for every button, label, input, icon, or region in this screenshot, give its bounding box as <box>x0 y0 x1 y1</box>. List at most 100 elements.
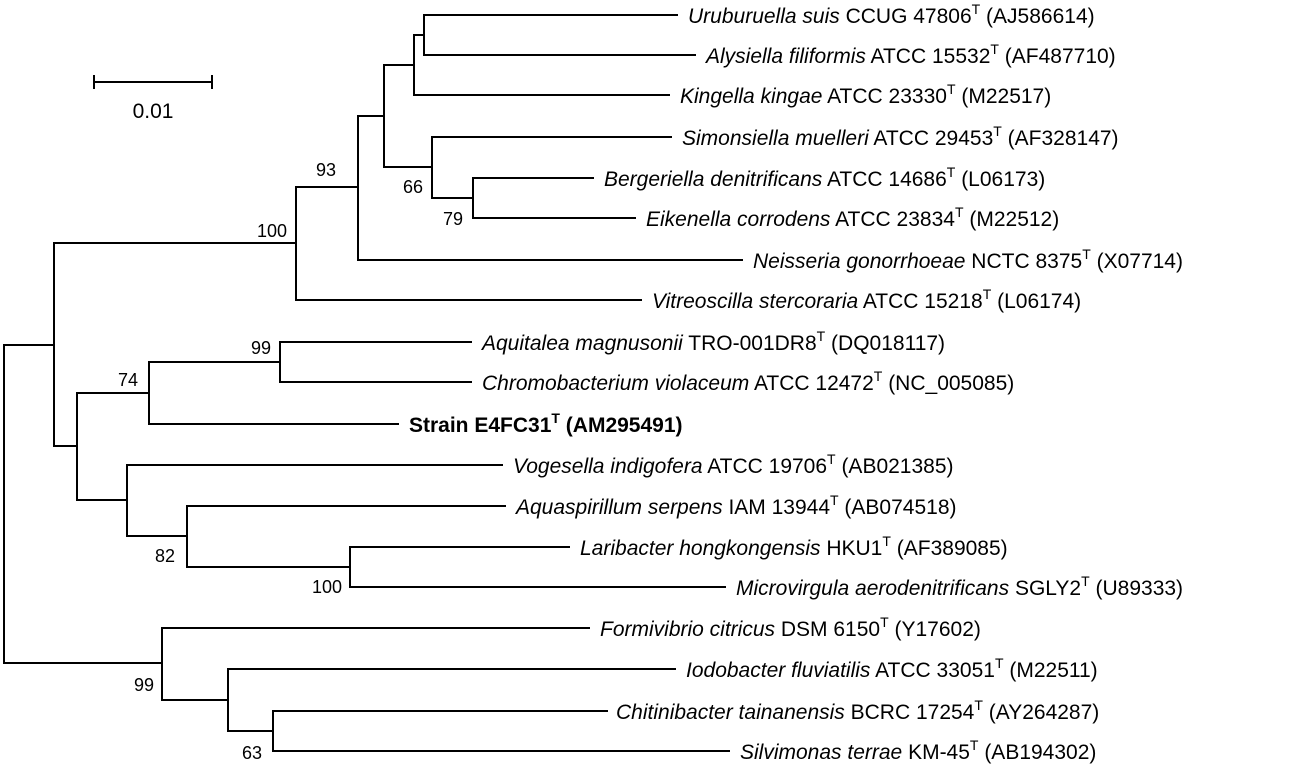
type-strain-mark: T <box>970 737 979 753</box>
type-strain-mark: T <box>983 286 992 302</box>
bootstrap-value: 74 <box>118 370 138 390</box>
bootstrap-value: 82 <box>155 546 175 566</box>
taxon-label: Vogesella indigofera ATCC 19706T (AB0213… <box>513 451 954 478</box>
taxon-accession: (AF389085) <box>891 537 1008 560</box>
taxon-strain: IAM 13944 <box>723 496 831 519</box>
type-strain-mark: T <box>880 614 889 630</box>
taxon-strain: KM-45 <box>902 741 970 764</box>
taxon-strain: ATCC 15532 <box>866 45 991 68</box>
tree-branches <box>3 14 743 752</box>
taxon-label: Alysiella filiformis ATCC 15532T (AF4877… <box>704 41 1116 68</box>
taxon-label: Simonsiella muelleri ATCC 29453T (AF3281… <box>682 123 1119 150</box>
taxon-strain: Strain E4FC31 <box>409 414 552 437</box>
taxon-accession: (DQ018117) <box>825 332 945 355</box>
taxon-species: Kingella kingae <box>680 85 822 108</box>
taxon-accession: (AY264287) <box>983 701 1099 724</box>
taxon-label: Kingella kingae ATCC 23330T (M22517) <box>680 81 1051 108</box>
taxon-accession: (L06173) <box>955 168 1045 191</box>
taxon-strain: ATCC 23330 <box>822 85 947 108</box>
taxon-species: Formivibrio citricus <box>600 618 776 641</box>
taxon-species: Chitinibacter tainanensis <box>616 701 845 724</box>
taxon-species: Aquitalea magnusonii <box>480 332 684 355</box>
taxon-strain: CCUG 47806 <box>840 5 972 28</box>
taxon-strain: BCRC 17254 <box>845 701 975 724</box>
taxon-accession: (M22511) <box>1004 659 1098 682</box>
taxon-label: Iodobacter fluviatilis ATCC 33051T (M225… <box>686 655 1098 682</box>
taxon-accession: (M22512) <box>964 208 1060 231</box>
taxon-label: Bergeriella denitrificans ATCC 14686T (L… <box>604 164 1045 191</box>
type-strain-mark: T <box>947 81 956 97</box>
taxon-accession: (AB021385) <box>836 455 954 478</box>
taxon-accession: (NC_005085) <box>882 372 1014 395</box>
taxon-accession: (U89333) <box>1090 577 1183 600</box>
taxon-label: Aquaspirillum serpens IAM 13944T (AB0745… <box>514 492 957 519</box>
taxon-species: Aquaspirillum serpens <box>514 496 723 519</box>
type-strain-mark: T <box>882 533 891 549</box>
taxon-species: Iodobacter fluviatilis <box>686 659 871 682</box>
scale-bar: 0.01 <box>93 75 213 123</box>
taxon-strain: ATCC 33051 <box>870 659 995 682</box>
taxon-species: Simonsiella muelleri <box>682 127 870 150</box>
taxon-label: Vitreoscilla stercoraria ATCC 15218T (L0… <box>652 286 1081 313</box>
taxon-labels: Uruburuella suis CCUG 47806T (AJ586614) … <box>409 1 1183 764</box>
type-strain-mark: T <box>817 328 826 344</box>
taxon-label: Aquitalea magnusonii TRO-001DR8T (DQ0181… <box>480 328 945 355</box>
taxon-label: Chitinibacter tainanensis BCRC 17254T (A… <box>616 697 1099 724</box>
taxon-species: Alysiella filiformis <box>704 45 866 68</box>
taxon-accession: (AB074518) <box>839 496 957 519</box>
taxon-label: Chromobacterium violaceum ATCC 12472T (N… <box>482 368 1014 395</box>
taxon-strain: ATCC 14686 <box>822 168 947 191</box>
type-strain-mark: T <box>551 410 560 426</box>
scale-bar-label: 0.01 <box>133 100 174 123</box>
taxon-accession: (M22517) <box>956 85 1052 108</box>
type-strain-mark: T <box>1082 246 1091 262</box>
taxon-label: Uruburuella suis CCUG 47806T (AJ586614) <box>688 1 1095 28</box>
taxon-accession: (AJ586614) <box>980 5 1094 28</box>
type-strain-mark: T <box>947 164 956 180</box>
taxon-accession: (L06174) <box>991 290 1081 313</box>
type-strain-mark: T <box>993 123 1002 139</box>
type-strain-mark: T <box>990 41 999 57</box>
taxon-strain: NCTC 8375 <box>965 250 1082 273</box>
taxon-species: Eikenella corrodens <box>646 208 831 231</box>
bootstrap-value: 66 <box>403 177 423 197</box>
taxon-species: Vitreoscilla stercoraria <box>652 290 858 313</box>
type-strain-mark: T <box>827 451 836 467</box>
taxon-label: Eikenella corrodens ATCC 23834T (M22512) <box>646 204 1059 231</box>
taxon-accession: (AF487710) <box>999 45 1116 68</box>
type-strain-mark: T <box>972 1 981 17</box>
bootstrap-value: 93 <box>316 160 336 180</box>
taxon-strain: HKU1 <box>821 537 883 560</box>
taxon-strain: DSM 6150 <box>775 618 880 641</box>
taxon-species: Chromobacterium violaceum <box>482 372 749 395</box>
taxon-label-new-strain: Strain E4FC31T (AM295491) <box>409 410 683 437</box>
taxon-strain: ATCC 23834 <box>830 208 955 231</box>
taxon-accession: (AM295491) <box>560 414 683 437</box>
bootstrap-value: 79 <box>443 209 463 229</box>
taxon-strain: SGLY2 <box>1009 577 1081 600</box>
type-strain-mark: T <box>830 492 839 508</box>
type-strain-mark: T <box>955 204 964 220</box>
bootstrap-value: 100 <box>312 577 342 597</box>
taxon-strain: ATCC 15218 <box>858 290 983 313</box>
taxon-label: Laribacter hongkongensis HKU1T (AF389085… <box>580 533 1008 560</box>
bootstrap-value: 100 <box>257 221 287 241</box>
taxon-label: Silvimonas terrae KM-45T (AB194302) <box>740 737 1096 764</box>
bootstrap-value: 99 <box>251 338 271 358</box>
taxon-label: Neisseria gonorrhoeae NCTC 8375T (X07714… <box>753 246 1183 273</box>
bootstrap-value: 63 <box>242 743 262 763</box>
taxon-accession: (X07714) <box>1091 250 1183 273</box>
taxon-strain: ATCC 12472 <box>749 372 874 395</box>
taxon-species: Microvirgula aerodenitrificans <box>736 577 1010 600</box>
type-strain-mark: T <box>874 368 883 384</box>
taxon-accession: (AF328147) <box>1002 127 1119 150</box>
taxon-species: Vogesella indigofera <box>513 455 703 478</box>
taxon-label: Microvirgula aerodenitrificans SGLY2T (U… <box>736 573 1183 600</box>
taxon-strain: ATCC 19706 <box>703 455 828 478</box>
taxon-species: Bergeriella denitrificans <box>604 168 823 191</box>
taxon-species: Laribacter hongkongensis <box>580 537 821 560</box>
type-strain-mark: T <box>1081 573 1090 589</box>
taxon-species: Silvimonas terrae <box>740 741 902 764</box>
taxon-accession: (Y17602) <box>889 618 981 641</box>
